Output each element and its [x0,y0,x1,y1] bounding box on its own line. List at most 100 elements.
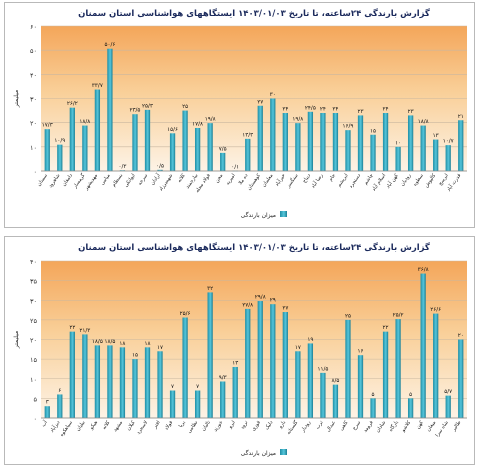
chart-panel-top: گزارش بارندگی ۲۴ساعته، تا تاریخ ۱۴۰۳/۰۱/… [4,2,475,228]
y-tick-label: ۱۰ [30,376,37,384]
bar [382,113,389,171]
y-tick-label: ۵ [34,395,38,403]
x-tick-label: سنگسر [284,172,299,190]
data-label: ۲۳/۵ [130,108,141,114]
legend-swatch [280,449,287,455]
x-tick-label: آب [40,419,50,429]
x-tick-label: سیاهکوه [59,420,74,438]
data-label: ۱۵/۶ [167,127,178,133]
data-label: ۱۵ [370,128,376,134]
bar [282,312,288,418]
y-tick-label: ۴۰ [30,71,37,79]
data-label: ۱۷/۳ [42,123,53,129]
data-label: ۱۵ [132,353,138,359]
bar [94,89,101,171]
x-tick-label: نظامی [186,420,199,435]
data-label: ۱۷ [157,345,163,351]
x-tick-label: دیباج [301,173,312,185]
x-tick-label: بارگاه [387,419,400,433]
data-label: ۵ [409,392,412,398]
x-tick-label: کهن آباد [384,172,400,190]
bar [407,398,414,418]
data-label: ۲۶/۶ [430,307,441,313]
data-label: ۲۹ [270,298,276,304]
data-label: ۵ [372,392,375,398]
data-label: ۲۱/۳ [79,328,90,334]
data-label: ۹/۳ [219,375,227,381]
x-tick-label: کوهستان [246,172,262,191]
y-tick-label: ۲۵ [30,317,37,325]
x-tick-label: کیلان [126,419,137,432]
bar [169,133,176,171]
x-tick-label: بارو [277,420,287,431]
x-tick-label: ایوانکی [123,173,137,189]
bar [132,359,138,418]
bar [69,331,75,418]
data-label: ۱۸/۸ [79,119,90,125]
x-tick-label: طالیر [450,420,462,434]
data-label: ۲۴/۵ [305,105,316,111]
x-tick-label: گلستانه [285,419,300,436]
data-label: ۸/۵ [331,378,339,384]
bar [407,115,414,171]
data-label: ۲۴ [383,107,389,113]
x-tick-label: تالیان [200,419,212,432]
data-label: ۲۵/۶ [180,311,191,317]
bar [395,146,401,171]
x-tick-label: فرومد [362,419,375,433]
x-tick-label: بیلیان [75,420,86,433]
y-tick-label: ۰ [34,168,38,176]
data-label: ۱۸/۵ [104,339,115,345]
bar [82,334,88,418]
data-label: ۲۱ [458,114,464,120]
x-tick-label: کالپوش [423,172,437,189]
bar [370,398,376,418]
bar [257,301,263,418]
y-tick-label: ۱۰ [30,144,37,152]
data-label: ۲۵ [345,313,351,319]
data-label: ۷ [171,384,174,390]
y-tick-label: ۴۰ [30,258,37,266]
y-tick-label: ۵۰ [30,47,37,55]
data-label: ۰/۵ [156,163,164,169]
bar [94,345,101,418]
data-label: ۰/۳ [118,164,126,170]
bar [157,169,163,171]
data-label: ۰/۱ [231,164,239,170]
x-tick-label: قوزی [250,419,262,432]
y-tick-label: ۳۰ [30,96,37,104]
bar [207,292,213,418]
bar [445,145,451,171]
bar [194,390,201,418]
data-label: ۵/۷ [444,389,452,395]
x-tick-label: چاشم [363,173,375,186]
data-label: ۷/۵ [219,146,227,152]
bar [433,139,439,171]
legend-swatch [280,211,287,217]
x-tick-label: دستجرد [348,173,362,190]
data-label: ۱۸/۸ [418,119,429,125]
x-tick-label: مجن [214,172,225,184]
bar [232,366,238,418]
x-tick-label: لاسجرد [135,420,149,436]
x-tick-label: مشهد [112,419,124,433]
bar [295,351,301,418]
bar [144,347,151,418]
data-label: ۲۴ [332,107,338,113]
data-label: ۳ [46,400,49,406]
x-tick-label: معلمان [261,172,275,188]
chart-top: گزارش بارندگی ۲۴ساعته، تا تاریخ ۱۴۰۳/۰۱/… [13,8,467,219]
data-label: ۱۳/۳ [242,132,253,138]
x-tick-label: جام [328,173,337,183]
bar [370,134,376,171]
data-label: ۷ [196,384,199,390]
bar [220,381,226,418]
bar [107,48,113,171]
x-tick-label: کهن [415,419,425,430]
y-tick-label: ۰ [34,415,38,423]
bar [270,304,276,418]
x-tick-label: ده ملا [238,173,250,186]
bar [182,317,188,418]
bar [169,390,176,418]
x-tick-label: سرخه [137,173,149,187]
